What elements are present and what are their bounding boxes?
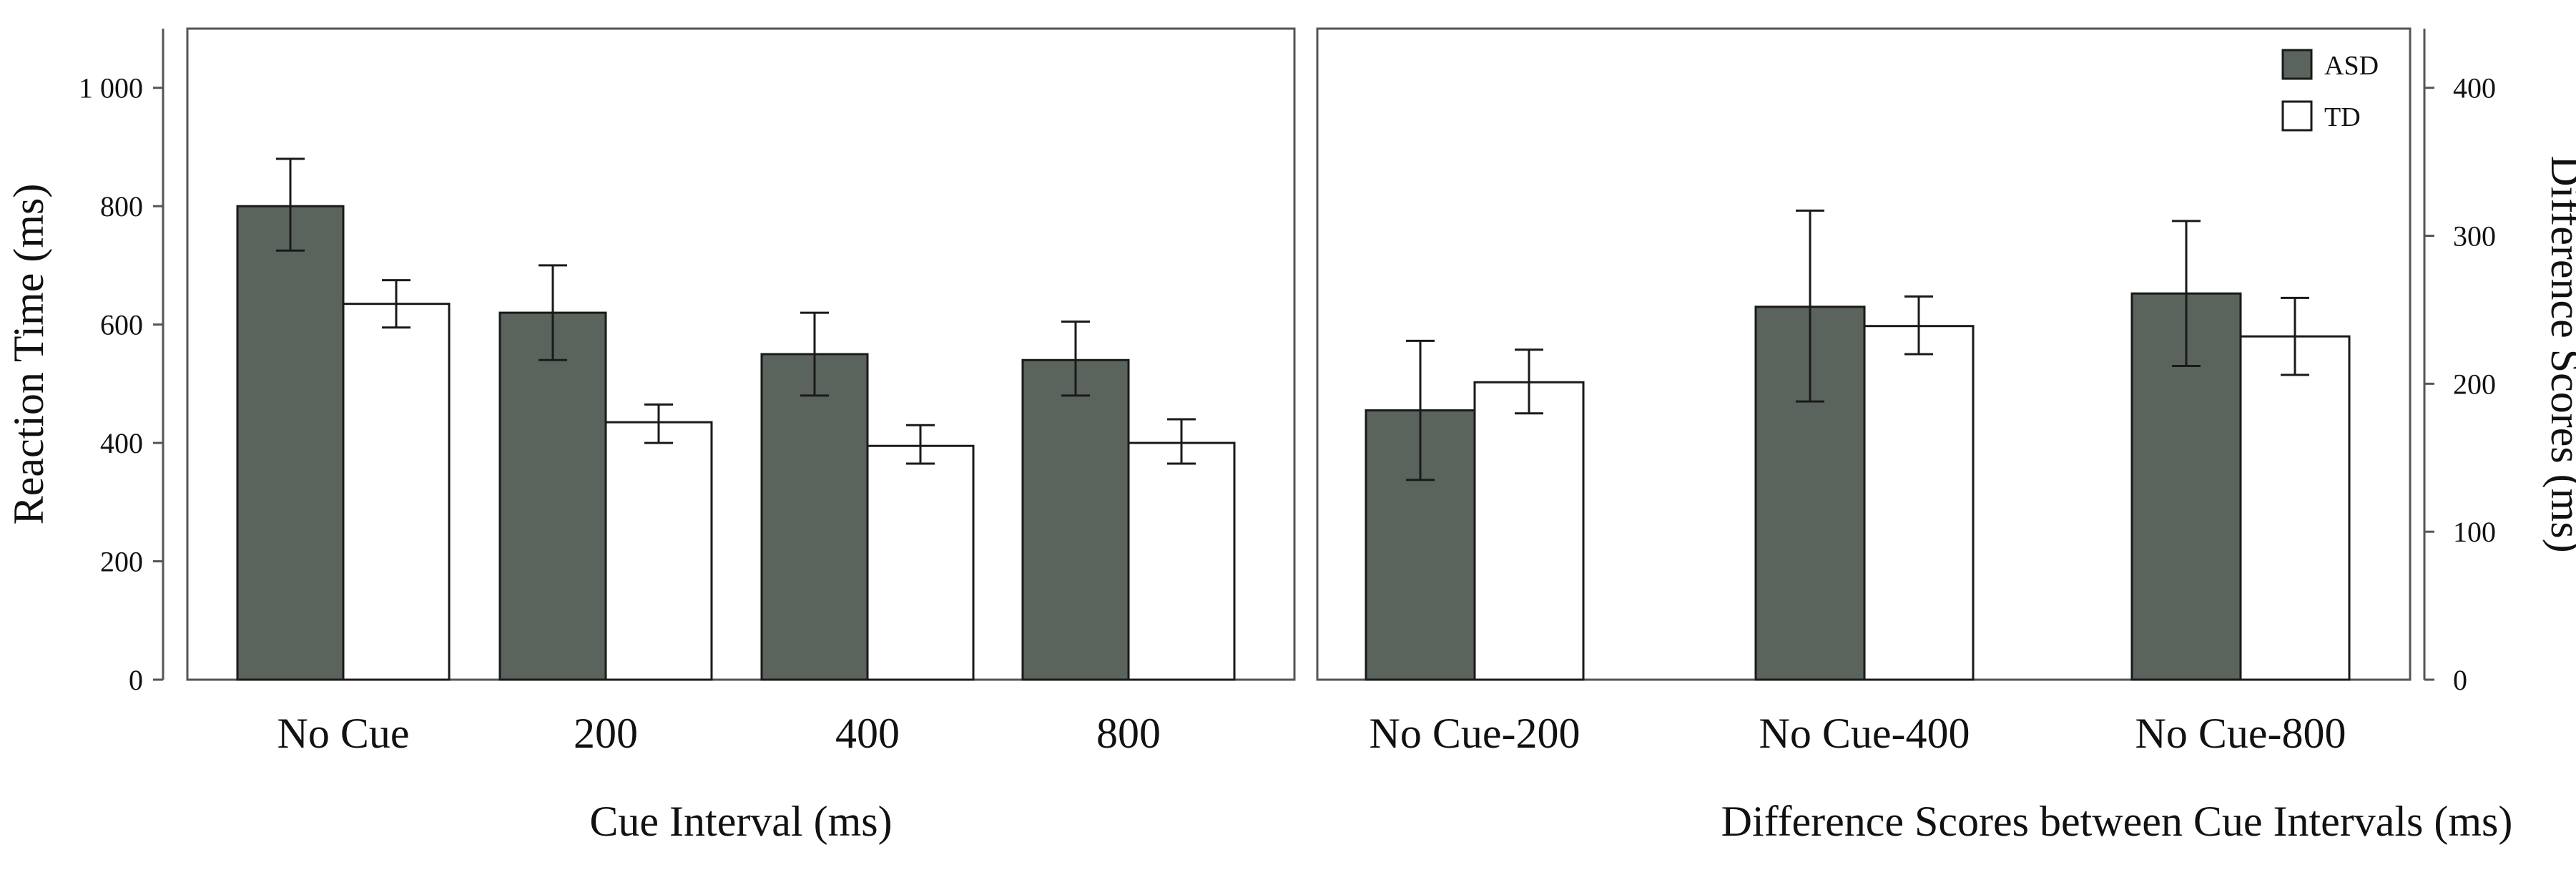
x-tick-label: No Cue xyxy=(277,710,410,757)
y-tick-label: 600 xyxy=(100,309,143,341)
bar-td-2 xyxy=(2239,335,2351,681)
bar-asd-3 xyxy=(1021,358,1130,681)
y-tick-label: 300 xyxy=(2453,220,2496,253)
bar-td-2 xyxy=(866,444,975,681)
y-tick-label: 800 xyxy=(100,190,143,223)
y-axis-title: Difference Scores (ms) xyxy=(2542,155,2576,552)
x-tick-label: 800 xyxy=(1096,710,1161,757)
legend: ASD TD xyxy=(2281,49,2379,132)
bar-asd-2 xyxy=(760,353,869,681)
x-axis-title: Cue Interval (ms) xyxy=(589,798,892,845)
y-tick-label: 100 xyxy=(2453,516,2496,548)
x-tick-label: No Cue-800 xyxy=(2135,710,2346,757)
plot-frame xyxy=(186,27,1296,681)
y-tick-label: 0 xyxy=(2453,664,2467,696)
bar-td-0 xyxy=(342,303,451,681)
bar-td-1 xyxy=(1863,325,1975,681)
y-tick-label: 0 xyxy=(129,664,143,696)
legend-label-td: TD xyxy=(2324,102,2361,132)
y-tick-label: 1 000 xyxy=(79,72,143,104)
x-tick-label: 200 xyxy=(574,710,638,757)
y-axis-title: Reaction Time (ms) xyxy=(5,184,52,525)
x-tick-label: No Cue-400 xyxy=(1759,710,1970,757)
x-axis-title: Difference Scores between Cue Intervals … xyxy=(1721,798,2513,845)
panel-reaction-time: 0 200 400 600 800 1 000 Reaction Time (ms) No C… xyxy=(5,27,1296,845)
bar-td-1 xyxy=(604,421,713,681)
y-tick-label: 400 xyxy=(100,427,143,459)
y-tick-label: 200 xyxy=(2453,368,2496,400)
bar-asd-0 xyxy=(236,205,345,681)
legend-swatch-asd xyxy=(2281,49,2313,80)
legend-swatch-td xyxy=(2281,100,2313,132)
bar-asd-1 xyxy=(498,311,607,681)
bar-td-0 xyxy=(1473,381,1585,681)
y-tick-label: 400 xyxy=(2453,72,2496,104)
legend-label-asd: ASD xyxy=(2324,51,2379,81)
bar-td-3 xyxy=(1127,441,1236,681)
y-tick-label: 200 xyxy=(100,546,143,578)
panel-difference-scores: 0 100 200 300 400 Difference Scores (ms) No Cu… xyxy=(1316,27,2576,845)
x-tick-label: 400 xyxy=(835,710,900,757)
x-tick-label: No Cue-200 xyxy=(1370,710,1580,757)
